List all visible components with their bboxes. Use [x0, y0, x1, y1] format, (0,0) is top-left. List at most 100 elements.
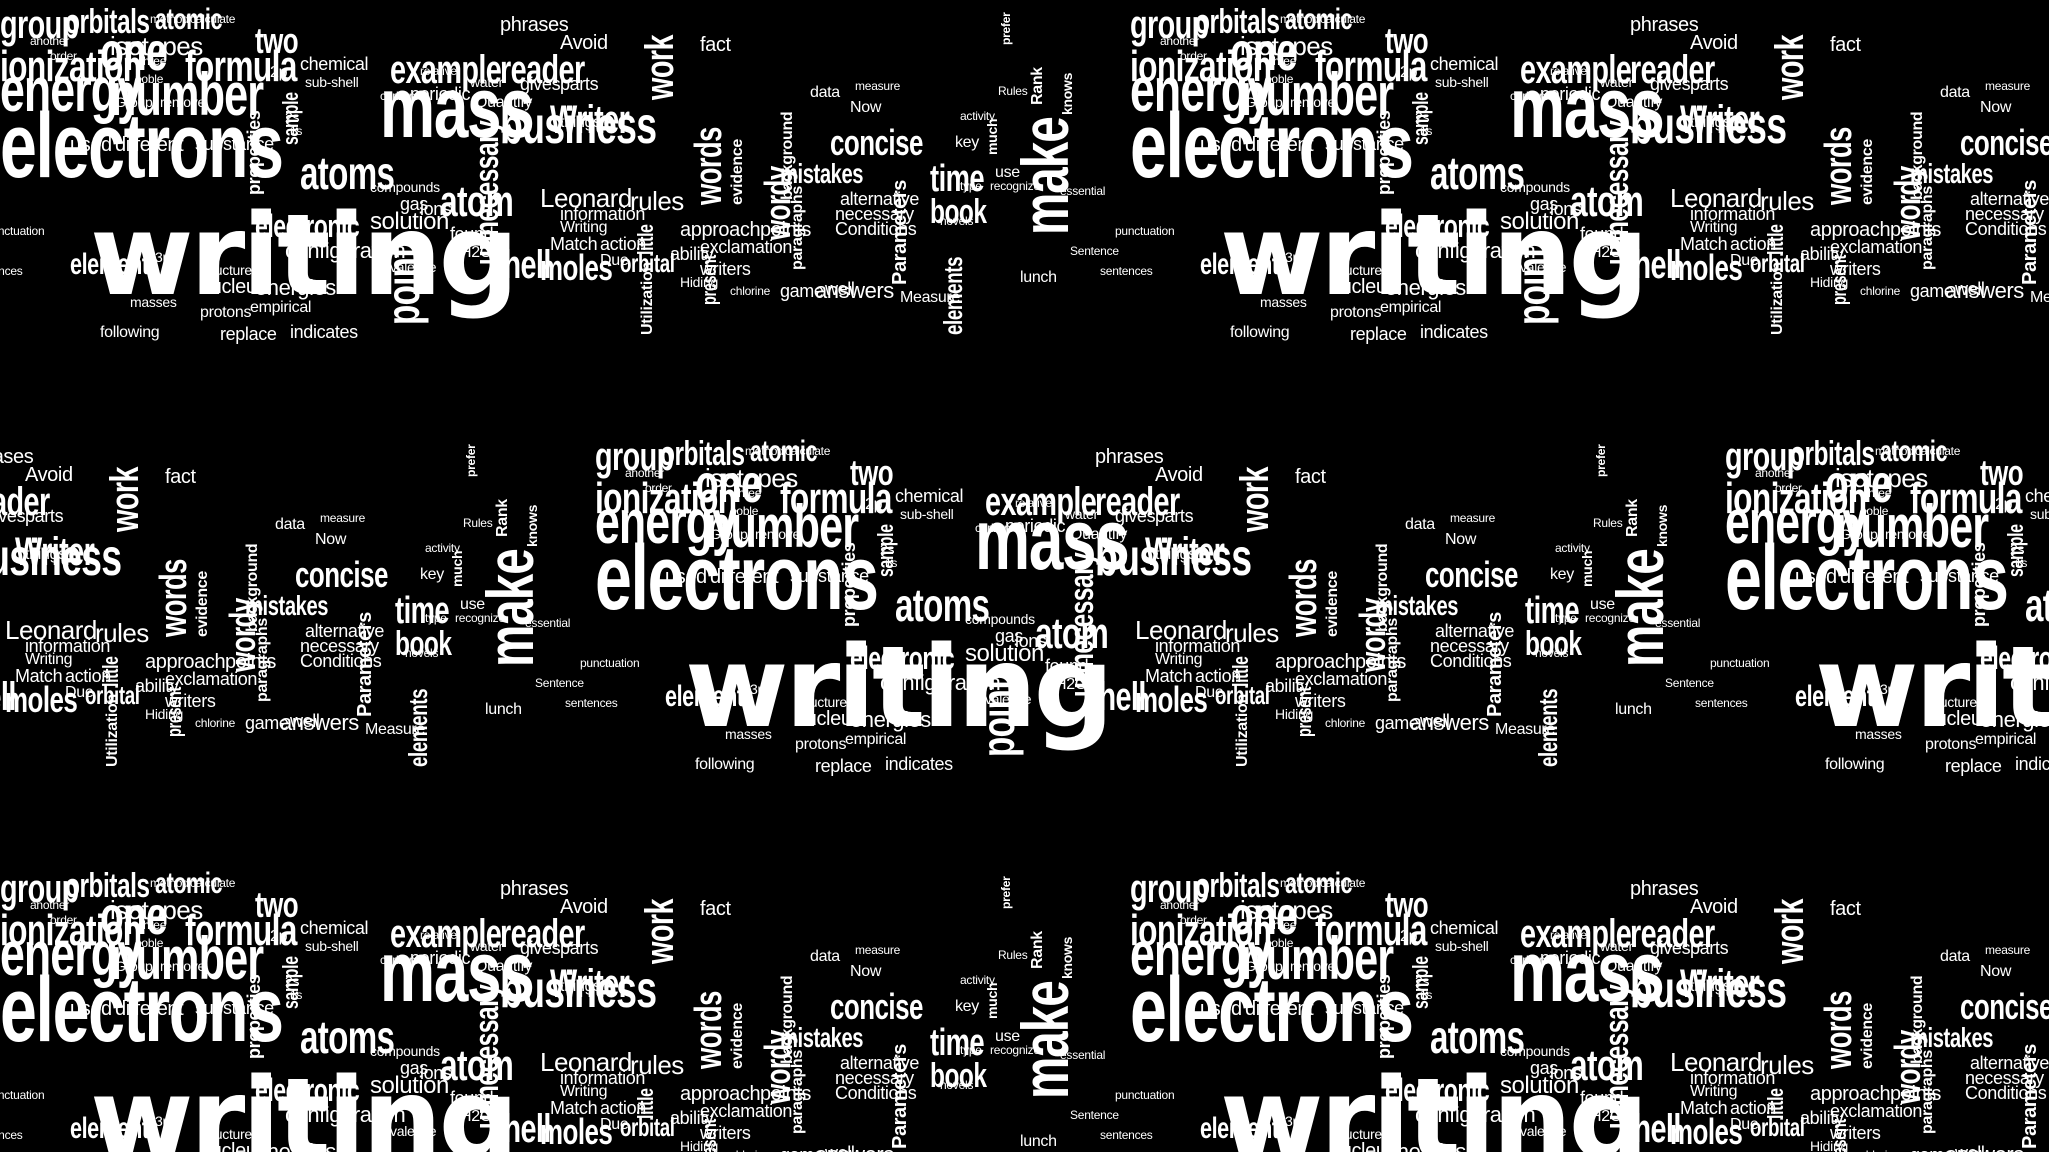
word-avoid: Avoid [560, 32, 608, 54]
word-ions: ions [420, 1063, 452, 1083]
word-match: Match [1680, 234, 1728, 254]
word-action: action [1730, 1098, 1776, 1118]
word-make: make [1008, 117, 1082, 235]
word-element: element [1200, 1112, 1279, 1145]
word-masses: masses [1260, 294, 1307, 310]
word-evidence: evidence [729, 139, 746, 205]
word-approach: approach [680, 219, 761, 241]
word-chemical: chemical [300, 54, 369, 74]
word-carbon: carbon [1510, 953, 1546, 967]
word-now: Now [850, 99, 882, 116]
word-water: water [1600, 938, 1633, 954]
word-things: things [560, 114, 601, 131]
word-following: following [695, 756, 755, 773]
word-writing: Writing [25, 651, 73, 668]
word-chemical: chemical [300, 918, 369, 938]
word-following: following [100, 324, 160, 341]
word-words: words [688, 991, 730, 1069]
word-time: time [930, 1022, 985, 1064]
word-orbital: orbital [85, 680, 140, 710]
word-mass: mass [975, 492, 1130, 588]
word-key: key [420, 566, 444, 583]
word-three: three [1270, 918, 1297, 932]
word-2s: 2s [1415, 109, 1430, 125]
word-relative: relative [1015, 496, 1052, 510]
word-3p: 3p [1880, 681, 1896, 697]
word-parts: parts [1690, 938, 1729, 958]
word-example: example [390, 48, 502, 92]
word-calculate: calculate [1915, 444, 1961, 458]
word-properties: properties [244, 974, 264, 1059]
word-orbital: orbital [620, 248, 675, 278]
word-number: number [1835, 493, 1989, 560]
word-work: work [1768, 35, 1812, 100]
word-punctuation: punctuation [1115, 1088, 1175, 1102]
word-writers: writers [700, 259, 751, 279]
word-writing: writing [685, 623, 1114, 753]
word-different: different [1245, 998, 1314, 1020]
word-method: method [745, 444, 784, 458]
word-approach: approach [145, 651, 226, 673]
word-another: another [30, 898, 70, 912]
word-example: example [985, 480, 1097, 524]
word-atoms: atoms [1430, 1011, 1525, 1063]
word-calculate: calculate [190, 12, 236, 26]
word-one: one [100, 22, 168, 82]
word-number: number [1240, 61, 1394, 128]
word-knows: knows [1059, 936, 1075, 979]
word-isotopes: isotopes [110, 31, 203, 61]
word-moles: moles [1135, 679, 1208, 720]
word-example: example [1520, 912, 1632, 956]
word-relative: relative [420, 928, 457, 942]
word-time: time [395, 590, 450, 632]
word-atom: atom [1035, 609, 1109, 658]
word-data: data [1940, 948, 1970, 965]
word-conditions: Conditions [835, 219, 917, 239]
word-formula: formula [185, 906, 297, 955]
word-quantify: Quantify [1605, 94, 1663, 111]
word-protons: protons [1330, 304, 1382, 321]
word-orbital: orbital [1215, 680, 1270, 710]
word-little: little [1228, 656, 1253, 687]
word-isotopes: isotopes [1240, 31, 1333, 61]
word-recognize: recognize [990, 179, 1040, 193]
word-atom: atom [1570, 177, 1644, 226]
word-key: key [955, 998, 979, 1015]
word-things: things [1690, 114, 1731, 131]
word-2p: 2p [270, 64, 288, 81]
word-match: Match [15, 666, 63, 686]
word-moles: moles [540, 1111, 613, 1152]
word-match: Match [1680, 1098, 1728, 1118]
word-orbitals: orbitals [660, 435, 745, 473]
word-electronic: electronic [850, 640, 955, 676]
word-nucleus: nucleus [795, 708, 862, 730]
word-information: information [1155, 636, 1241, 656]
word-noble: noble [135, 72, 164, 86]
word-concise: concise [295, 554, 388, 595]
word-points: points [1890, 1083, 1941, 1105]
word-periodic: periodic [1540, 84, 1601, 104]
word-words: words [1283, 559, 1325, 637]
word-structure: structure [1330, 262, 1382, 278]
word-measure: Measure [2030, 289, 2049, 306]
word-ability: ability [670, 1108, 714, 1128]
word-things: things [25, 546, 66, 563]
word-substance: substance [1920, 566, 1999, 586]
word-chlorine: chlorine [1325, 716, 1366, 730]
word-calculate: calculate [785, 444, 831, 458]
word-shell: shell [1083, 675, 1146, 719]
word-1s: 1s [290, 124, 303, 138]
word-isotopes: isotopes [1240, 895, 1333, 925]
word-example: example [1520, 48, 1632, 92]
word-conditions: Conditions [300, 651, 382, 671]
word-parameters: Parameters [889, 1044, 911, 1149]
word-business: business [1630, 97, 1787, 155]
word-writing: Writing [1155, 651, 1203, 668]
word-evidence: evidence [1859, 139, 1876, 205]
word-parameters: Parameters [1484, 612, 1506, 717]
word-writer: Writer [1680, 962, 1760, 1006]
word-h2o: H2O [460, 1108, 492, 1125]
word-points: points [1890, 219, 1941, 241]
word-background: background [244, 543, 261, 632]
